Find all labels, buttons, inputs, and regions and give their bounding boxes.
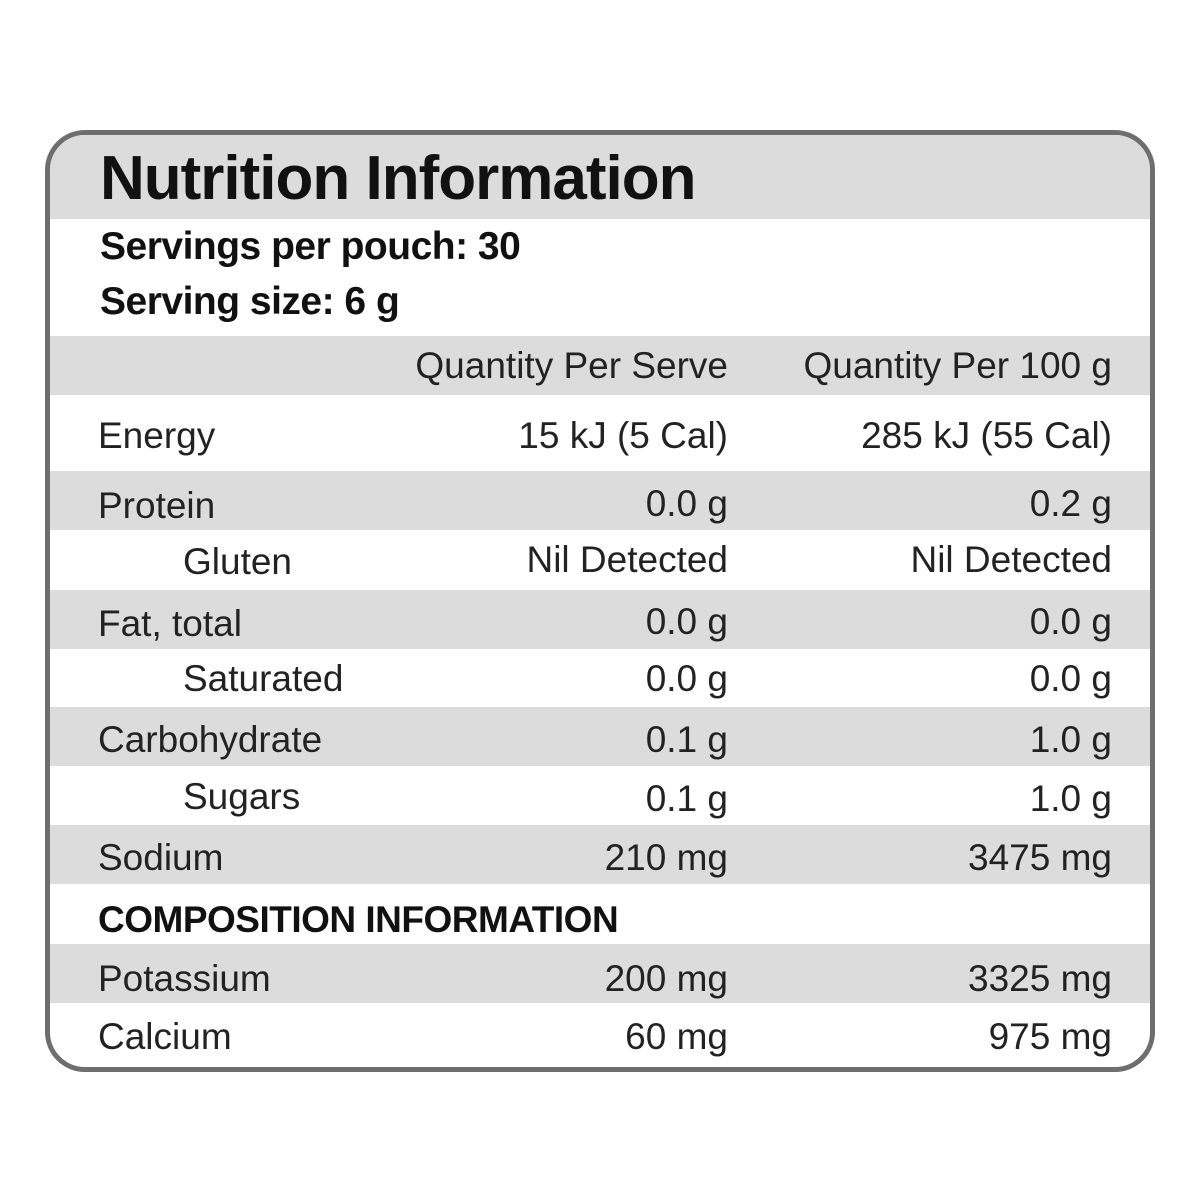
row-label-potassium: Potassium [98,958,271,999]
row-label-sugars: Sugars [183,776,301,817]
protein-per-100g: 0.2 g [1029,483,1112,524]
row-label-sodium: Sodium [98,837,224,878]
row-band-fat [50,590,1150,649]
row-label-calcium: Calcium [98,1016,232,1057]
row-label-gluten: Gluten [183,541,293,582]
row-band-sodium [50,825,1150,884]
potassium-per-100g: 3325 mg [968,958,1112,999]
fat-total-per-100g: 0.0 g [1029,601,1112,642]
sugars-per-serve: 0.1 g [645,778,728,819]
column-header-per-100g: Quantity Per 100 g [803,345,1112,386]
serving-size: Serving size: 6 g [100,280,400,323]
calcium-per-100g: 975 mg [988,1016,1112,1057]
row-band-carbohydrate [50,707,1150,766]
calcium-per-serve: 60 mg [625,1016,728,1057]
sodium-per-100g: 3475 mg [968,837,1112,878]
fat-total-per-serve: 0.0 g [645,601,728,642]
row-label-saturated: Saturated [183,658,344,699]
title-band [50,135,1150,219]
column-header-per-serve: Quantity Per Serve [415,345,728,386]
energy-per-serve: 15 kJ (5 Cal) [518,415,728,456]
column-header-band [50,336,1150,395]
protein-per-serve: 0.0 g [645,483,728,524]
saturated-per-100g: 0.0 g [1029,658,1112,699]
nutrition-panel: Nutrition Information Servings per pouch… [45,130,1155,1072]
row-label-protein: Protein [98,485,216,526]
row-label-energy: Energy [98,415,216,456]
energy-per-100g: 285 kJ (55 Cal) [861,415,1112,456]
carbohydrate-per-serve: 0.1 g [645,719,728,760]
saturated-per-serve: 0.0 g [645,658,728,699]
gluten-per-100g: Nil Detected [910,539,1112,580]
carbohydrate-per-100g: 1.0 g [1029,719,1112,760]
sodium-per-serve: 210 mg [604,837,728,878]
row-label-fat-total: Fat, total [98,603,242,644]
row-label-carbohydrate: Carbohydrate [98,719,323,760]
composition-heading: COMPOSITION INFORMATION [98,899,619,940]
panel-title: Nutrition Information [100,144,696,213]
servings-per-pouch: Servings per pouch: 30 [100,225,521,268]
potassium-per-serve: 200 mg [604,958,728,999]
row-band-potassium [50,944,1150,1003]
sugars-per-100g: 1.0 g [1029,778,1112,819]
row-band-protein [50,471,1150,530]
gluten-per-serve: Nil Detected [526,539,728,580]
